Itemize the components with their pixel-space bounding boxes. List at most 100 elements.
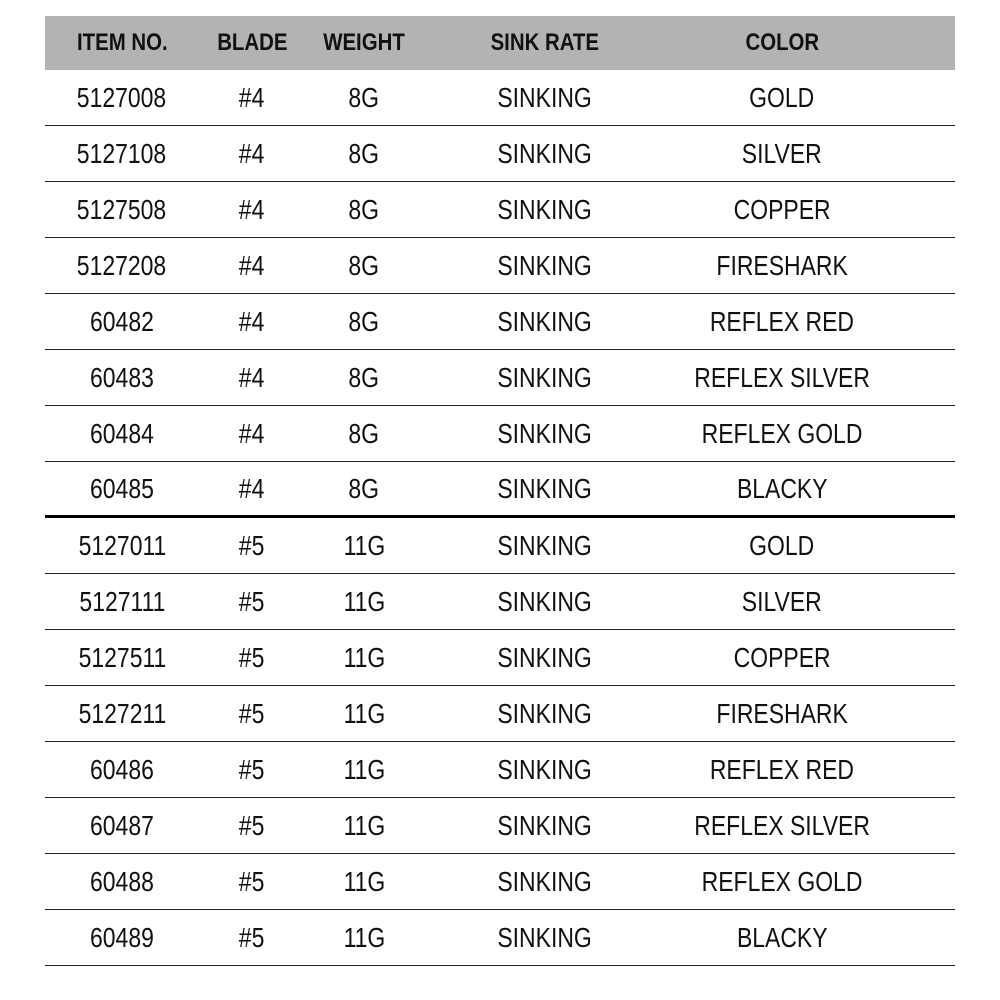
cell-text: 8G [348, 249, 380, 281]
table-row: 5127108 #4 8G SINKING SILVER [45, 126, 955, 182]
header-label: SINK RATE [490, 29, 600, 56]
cell-text: SINKING [497, 193, 593, 225]
cell-blade: #4 [152, 238, 352, 293]
cell-blade: #5 [152, 798, 352, 853]
cell-blade: #4 [152, 350, 352, 405]
cell-text: SINKING [497, 305, 593, 337]
cell-text: 5127008 [77, 81, 167, 113]
cell-color: SILVER [632, 574, 932, 629]
cell-text: #4 [239, 249, 265, 281]
cell-text: SINKING [497, 137, 593, 169]
cell-color: FIRESHARK [632, 238, 932, 293]
cell-color: COPPER [632, 630, 932, 685]
cell-text: #5 [239, 697, 265, 729]
table-row: 5127511 #5 11G SINKING COPPER [45, 630, 955, 686]
cell-weight: 11G [264, 854, 464, 909]
table-row: 5127211 #5 11G SINKING FIRESHARK [45, 686, 955, 742]
cell-text: SINKING [497, 361, 593, 393]
cell-text: REFLEX SILVER [694, 809, 870, 841]
cell-weight: 8G [264, 294, 464, 349]
cell-sink-rate: SINKING [445, 350, 645, 405]
table-row: 60482 #4 8G SINKING REFLEX RED [45, 294, 955, 350]
cell-text: REFLEX GOLD [701, 865, 863, 897]
cell-blade: #5 [152, 854, 352, 909]
cell-weight: 11G [264, 518, 464, 573]
cell-text: 5127511 [78, 641, 166, 673]
header-label: BLADE [216, 29, 288, 56]
cell-text: 8G [348, 137, 380, 169]
cell-text: 11G [343, 921, 385, 953]
header-color: COLOR [632, 16, 932, 70]
cell-color: REFLEX RED [632, 742, 932, 797]
cell-item-no: 5127011 [22, 518, 222, 573]
table-row: 5127111 #5 11G SINKING SILVER [45, 574, 955, 630]
cell-weight: 11G [264, 574, 464, 629]
cell-blade: #4 [152, 182, 352, 237]
cell-text: BLACKY [736, 921, 828, 953]
cell-color: REFLEX SILVER [632, 798, 932, 853]
cell-color: GOLD [632, 70, 932, 125]
cell-color: SILVER [632, 126, 932, 181]
cell-sink-rate: SINKING [445, 238, 645, 293]
cell-color: GOLD [632, 518, 932, 573]
cell-text: #5 [239, 585, 265, 617]
cell-text: SINKING [497, 641, 593, 673]
cell-blade: #5 [152, 686, 352, 741]
cell-item-no: 5127508 [22, 182, 222, 237]
table-header: ITEM NO. BLADE WEIGHT SINK RATE COLOR [45, 16, 955, 70]
cell-blade: #4 [152, 462, 352, 515]
table-row: 60484 #4 8G SINKING REFLEX GOLD [45, 406, 955, 462]
cell-item-no: 60483 [22, 350, 222, 405]
cell-text: COPPER [733, 641, 831, 673]
cell-text: 11G [343, 529, 385, 561]
cell-text: #4 [239, 193, 265, 225]
cell-blade: #5 [152, 630, 352, 685]
cell-text: 8G [348, 193, 380, 225]
cell-color: REFLEX GOLD [632, 854, 932, 909]
cell-text: 60483 [90, 361, 154, 393]
cell-weight: 11G [264, 686, 464, 741]
cell-text: BLACKY [736, 472, 828, 504]
cell-blade: #5 [152, 518, 352, 573]
cell-text: REFLEX GOLD [701, 417, 863, 449]
cell-text: 60484 [90, 417, 154, 449]
cell-color: REFLEX GOLD [632, 406, 932, 461]
cell-text: SILVER [742, 137, 822, 169]
cell-weight: 11G [264, 630, 464, 685]
cell-weight: 8G [264, 238, 464, 293]
cell-text: #5 [239, 641, 265, 673]
cell-blade: #5 [152, 742, 352, 797]
cell-text: #4 [239, 472, 265, 504]
cell-sink-rate: SINKING [445, 126, 645, 181]
cell-blade: #4 [152, 126, 352, 181]
cell-text: 60489 [90, 921, 154, 953]
cell-text: 60487 [90, 809, 154, 841]
cell-blade: #4 [152, 70, 352, 125]
cell-sink-rate: SINKING [445, 518, 645, 573]
cell-text: FIRESHARK [716, 249, 848, 281]
cell-text: SINKING [497, 529, 593, 561]
cell-sink-rate: SINKING [445, 70, 645, 125]
cell-text: SINKING [497, 417, 593, 449]
cell-text: 8G [348, 472, 380, 504]
cell-sink-rate: SINKING [445, 630, 645, 685]
cell-color: REFLEX RED [632, 294, 932, 349]
cell-blade: #4 [152, 294, 352, 349]
cell-sink-rate: SINKING [445, 462, 645, 515]
cell-text: 60482 [90, 305, 154, 337]
cell-weight: 8G [264, 406, 464, 461]
cell-sink-rate: SINKING [445, 406, 645, 461]
cell-text: REFLEX RED [709, 753, 855, 785]
table-row: 60483 #4 8G SINKING REFLEX SILVER [45, 350, 955, 406]
cell-text: 8G [348, 417, 380, 449]
cell-color: COPPER [632, 182, 932, 237]
cell-text: 5127508 [77, 193, 167, 225]
cell-sink-rate: SINKING [445, 910, 645, 965]
cell-text: GOLD [749, 529, 815, 561]
header-item-no: ITEM NO. [22, 16, 222, 70]
cell-item-no: 5127208 [22, 238, 222, 293]
cell-text: SINKING [497, 921, 593, 953]
cell-text: #4 [239, 305, 265, 337]
cell-weight: 11G [264, 910, 464, 965]
cell-text: #5 [239, 753, 265, 785]
